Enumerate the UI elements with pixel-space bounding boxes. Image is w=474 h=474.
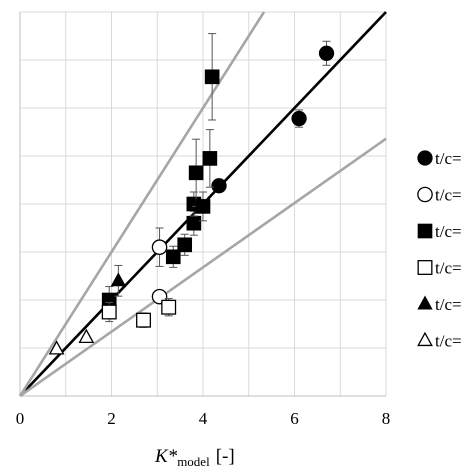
- axes: [19, 12, 386, 397]
- legend-item: t/c=: [417, 149, 462, 168]
- data-point-filled-square: [202, 151, 218, 166]
- legend-marker-filled-square: [417, 223, 433, 239]
- legend-label: t/c=: [435, 295, 462, 314]
- legend-item: t/c=: [417, 331, 462, 351]
- legend-label: t/c=: [435, 332, 462, 351]
- data-point-filled-circle: [318, 45, 335, 61]
- data-point-filled-triangle: [110, 272, 127, 287]
- data-point-filled-square: [165, 249, 181, 265]
- x-tick-label: 8: [382, 409, 391, 428]
- data-point-filled-square: [204, 69, 220, 85]
- x-axis-title-unit: [-]: [216, 446, 235, 467]
- x-tick-label: 0: [16, 409, 25, 428]
- reference-line-bound: [19, 137, 387, 398]
- legend: t/c= t/c= t/c= t/c= t/c= t/c=: [417, 149, 462, 351]
- legend-label: t/c=: [435, 222, 462, 241]
- data-point-open-square: [161, 299, 177, 315]
- legend-item: t/c=: [417, 259, 462, 278]
- x-tick-labels: 0 2 4 6 8: [16, 409, 391, 428]
- x-axis-title: K*model [-]: [154, 446, 235, 469]
- legend-item: t/c=: [417, 295, 462, 314]
- x-axis-title-main: K*: [154, 446, 178, 467]
- data-point-open-triangle: [48, 340, 65, 355]
- legend-label: t/c=: [435, 259, 462, 278]
- legend-label: t/c=: [435, 149, 462, 168]
- legend-marker-open-triangle: [417, 331, 433, 347]
- data-point-open-circle: [151, 239, 168, 256]
- legend-item: t/c=: [417, 186, 462, 205]
- data-point-open-square: [101, 304, 117, 320]
- x-tick-label: 2: [107, 409, 116, 428]
- data-point-filled-square: [188, 165, 204, 181]
- x-tick-label: 6: [290, 409, 299, 428]
- legend-marker-open-square: [417, 260, 433, 275]
- legend-label: t/c=: [435, 186, 462, 205]
- legend-item: t/c=: [417, 222, 462, 241]
- data-point-filled-circle: [211, 178, 227, 194]
- x-axis-title-sub: model: [177, 454, 210, 469]
- data-point-filled-square: [195, 199, 211, 214]
- data-point-filled-square: [177, 237, 193, 253]
- reference-line-bound: [18, 11, 266, 397]
- data-point-open-square: [136, 312, 151, 328]
- data-point-filled-square: [186, 215, 202, 231]
- x-tick-label: 4: [199, 409, 208, 428]
- data-markers: [48, 33, 335, 355]
- data-point-open-triangle: [78, 328, 95, 344]
- legend-marker-filled-circle: [417, 150, 433, 166]
- data-point-filled-circle: [291, 110, 307, 127]
- legend-marker-filled-triangle: [417, 295, 433, 310]
- legend-marker-open-circle: [417, 186, 433, 203]
